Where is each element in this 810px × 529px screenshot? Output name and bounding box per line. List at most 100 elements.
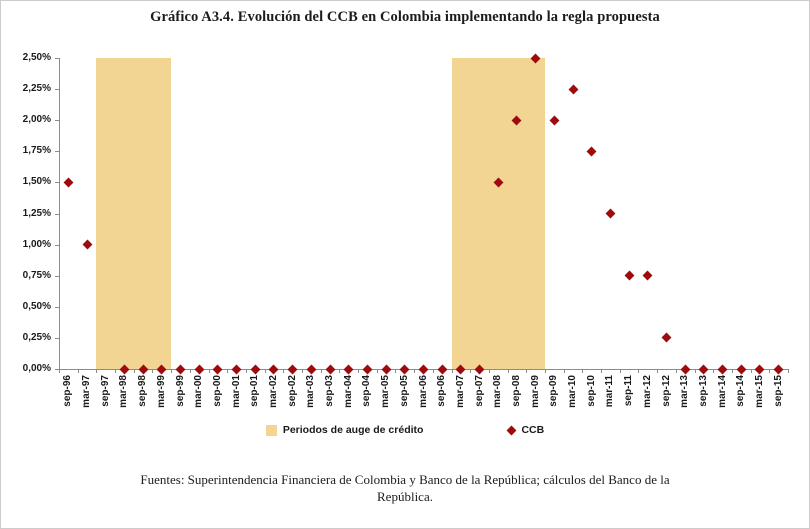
y-tick-mark xyxy=(55,213,59,215)
ccb-data-point xyxy=(418,364,429,374)
x-tick-mark xyxy=(451,369,453,373)
x-tick-mark xyxy=(713,369,715,373)
x-tick-mark xyxy=(189,369,191,373)
ccb-data-point xyxy=(549,115,560,126)
ccb-data-point xyxy=(586,146,597,157)
ccb-data-point xyxy=(250,364,261,374)
ccb-data-point xyxy=(642,270,653,281)
y-tick-mark xyxy=(55,337,59,339)
y-tick-mark xyxy=(55,58,59,59)
ccb-data-point xyxy=(306,364,317,374)
x-tick-mark xyxy=(414,369,416,373)
y-tick-mark xyxy=(55,151,59,153)
x-tick-mark xyxy=(302,369,303,373)
y-tick-mark xyxy=(55,182,59,184)
x-tick-mark xyxy=(59,369,60,373)
x-tick-mark xyxy=(152,369,154,373)
x-tick-mark xyxy=(638,369,640,373)
y-tick-mark xyxy=(55,244,59,246)
y-axis-label: 1,25% xyxy=(22,207,51,219)
x-tick-mark xyxy=(432,369,434,373)
x-tick-mark xyxy=(283,369,285,373)
ccb-data-point xyxy=(212,364,223,374)
ccb-data-point xyxy=(437,364,448,374)
y-axis-label: 0,75% xyxy=(22,269,51,281)
x-tick-mark xyxy=(395,369,397,373)
x-tick-mark xyxy=(545,369,546,373)
x-tick-mark xyxy=(657,369,659,373)
y-axis-label: 0,50% xyxy=(22,300,51,312)
y-axis-label: 2,25% xyxy=(22,83,51,95)
source-note-line-1: Fuentes: Superintendencia Financiera de … xyxy=(140,472,670,487)
x-tick-mark xyxy=(264,369,266,373)
y-tick-mark xyxy=(55,89,59,91)
ccb-data-point xyxy=(325,364,335,374)
x-tick-mark xyxy=(526,369,528,373)
ccb-data-point xyxy=(381,364,392,374)
y-axis-label: 2,50% xyxy=(22,52,51,63)
y-axis-label: 0,00% xyxy=(22,363,51,374)
x-tick-mark xyxy=(582,369,584,373)
x-tick-mark xyxy=(488,369,490,373)
ccb-diamond-icon xyxy=(506,425,517,435)
y-axis-label: 1,00% xyxy=(22,238,51,250)
x-tick-mark xyxy=(675,369,677,373)
y-axis-label: 2,00% xyxy=(22,114,51,126)
x-tick-mark xyxy=(171,369,173,373)
ccb-data-point xyxy=(63,177,74,188)
x-tick-mark xyxy=(563,369,565,373)
y-axis-label: 1,50% xyxy=(22,176,51,188)
source-note: Fuentes: Superintendencia Financiera de … xyxy=(1,471,809,505)
x-tick-mark xyxy=(731,369,733,373)
y-tick-mark xyxy=(55,306,59,308)
x-tick-mark xyxy=(320,369,322,373)
chart-title: Gráfico A3.4. Evolución del CCB en Colom… xyxy=(150,9,660,25)
x-tick-mark xyxy=(788,369,789,373)
x-tick-mark xyxy=(245,369,247,373)
ccb-data-point xyxy=(175,364,186,374)
ccb-data-point xyxy=(680,364,691,374)
x-tick-mark xyxy=(470,369,472,373)
x-tick-mark xyxy=(507,369,509,373)
x-tick-mark xyxy=(208,369,210,373)
legend-item-ccb: CCB xyxy=(506,424,545,436)
legend-boom-label: Periodos de auge de crédito xyxy=(282,424,424,436)
x-tick-mark xyxy=(769,369,771,373)
y-tick-mark xyxy=(55,275,59,277)
ccb-data-point xyxy=(661,332,672,343)
x-tick-mark xyxy=(750,369,752,373)
y-axis-line xyxy=(59,58,60,370)
ccb-data-point xyxy=(287,364,298,374)
ccb-data-point xyxy=(568,84,578,95)
ccb-data-point xyxy=(399,364,410,374)
credit-boom-band xyxy=(451,58,545,369)
x-tick-mark xyxy=(601,369,603,373)
x-tick-mark xyxy=(339,369,341,373)
y-axis-label: 1,75% xyxy=(22,145,51,157)
x-tick-mark xyxy=(115,369,117,373)
ccb-data-point xyxy=(624,270,635,281)
ccb-data-point xyxy=(736,364,747,374)
ccb-data-point xyxy=(773,364,784,374)
credit-boom-band xyxy=(96,58,172,369)
x-tick-mark xyxy=(227,369,229,373)
x-tick-mark xyxy=(619,369,621,373)
ccb-data-point xyxy=(82,239,92,250)
ccb-data-point xyxy=(698,364,709,374)
x-tick-mark xyxy=(96,369,98,373)
ccb-data-point xyxy=(362,364,373,374)
ccb-data-point xyxy=(605,208,616,219)
y-axis-label: 0,25% xyxy=(22,331,51,343)
ccb-data-point xyxy=(717,364,728,374)
legend-ccb-label: CCB xyxy=(521,424,545,436)
ccb-data-point xyxy=(343,364,354,374)
y-tick-mark xyxy=(55,369,59,370)
x-tick-mark xyxy=(358,369,360,373)
ccb-data-point xyxy=(194,364,205,374)
boom-band-swatch-icon xyxy=(265,424,277,436)
source-note-line-2: República. xyxy=(377,489,433,504)
x-tick-mark xyxy=(77,369,79,373)
legend-item-boom-periods: Periodos de auge de crédito xyxy=(265,424,424,436)
